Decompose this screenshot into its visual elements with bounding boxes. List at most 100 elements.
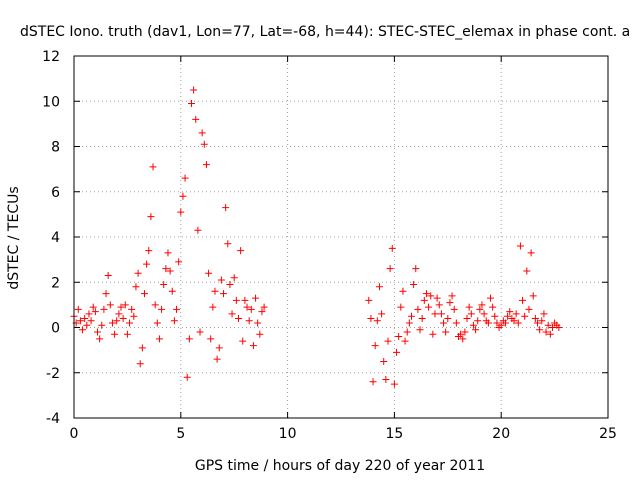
data-point <box>393 348 401 356</box>
data-point <box>380 357 388 365</box>
data-point <box>373 317 381 325</box>
y-tick-label: 2 <box>51 275 60 291</box>
data-point <box>211 287 219 295</box>
data-point <box>544 321 552 329</box>
x-tick-label: 25 <box>599 426 617 442</box>
data-point <box>527 249 535 257</box>
data-point <box>540 310 548 318</box>
data-point <box>433 294 441 302</box>
data-point <box>237 247 245 255</box>
data-point <box>93 328 101 336</box>
data-point <box>220 290 228 298</box>
data-point <box>256 330 264 338</box>
data-point <box>230 274 238 282</box>
data-point <box>138 344 146 352</box>
data-point <box>228 310 236 318</box>
y-tick-label: 4 <box>51 230 60 246</box>
data-point <box>395 333 403 341</box>
data-point <box>175 258 183 266</box>
data-point <box>155 335 163 343</box>
data-point <box>531 314 539 322</box>
data-point <box>487 294 495 302</box>
data-point <box>123 330 131 338</box>
data-point <box>534 319 542 327</box>
data-point <box>448 292 456 300</box>
data-point <box>209 303 217 311</box>
data-point <box>113 317 121 325</box>
data-point <box>243 303 251 311</box>
data-point <box>83 321 91 329</box>
data-point <box>196 328 204 336</box>
data-point <box>420 296 428 304</box>
y-tick-label: 6 <box>51 185 60 201</box>
data-point <box>425 303 433 311</box>
data-point <box>538 317 546 325</box>
data-point <box>440 319 448 327</box>
data-point <box>200 140 208 148</box>
data-point <box>399 287 407 295</box>
data-point <box>478 301 486 309</box>
data-point <box>463 314 471 322</box>
data-point <box>179 192 187 200</box>
y-tick-label: 0 <box>51 321 60 337</box>
data-point <box>140 290 148 298</box>
data-point <box>151 301 159 309</box>
data-point <box>546 330 554 338</box>
data-point <box>104 271 112 279</box>
data-point <box>542 328 550 336</box>
data-point <box>497 321 505 329</box>
data-point <box>164 249 172 257</box>
data-point <box>472 326 480 334</box>
data-point <box>491 312 499 320</box>
data-point <box>194 226 202 234</box>
data-point <box>465 303 473 311</box>
data-point <box>519 296 527 304</box>
data-point <box>504 312 512 320</box>
data-point <box>429 330 437 338</box>
x-tick-labels: 0 5 10 15 20 25 <box>70 426 617 442</box>
data-point <box>444 314 452 322</box>
grid-lines <box>74 56 608 418</box>
data-point <box>365 296 373 304</box>
data-point <box>181 174 189 182</box>
data-point <box>252 294 260 302</box>
data-point <box>369 378 377 386</box>
data-point <box>446 299 454 307</box>
data-point <box>388 244 396 252</box>
data-point <box>241 296 249 304</box>
data-point <box>418 314 426 322</box>
data-point <box>254 319 262 327</box>
data-point <box>367 314 375 322</box>
data-point <box>96 335 104 343</box>
data-point <box>147 213 155 221</box>
data-point <box>422 290 430 298</box>
data-point <box>119 314 127 322</box>
data-point <box>160 281 168 289</box>
data-point <box>536 326 544 334</box>
data-point <box>461 328 469 336</box>
data-point <box>469 321 477 329</box>
data-point <box>153 319 161 327</box>
data-point <box>100 305 108 313</box>
data-point <box>249 342 257 350</box>
data-point <box>158 305 166 313</box>
data-point <box>416 326 424 334</box>
data-point <box>226 281 234 289</box>
data-point <box>74 305 82 313</box>
y-axis-title: dSTEC / TECUs <box>6 186 22 289</box>
data-point <box>510 317 518 325</box>
data-point <box>190 86 198 94</box>
data-point <box>258 308 266 316</box>
x-tick-label: 0 <box>70 426 79 442</box>
data-point <box>484 319 492 327</box>
y-tick-label: 8 <box>51 140 60 156</box>
y-tick-label: -2 <box>46 366 60 382</box>
data-point <box>384 337 392 345</box>
data-point <box>457 330 465 338</box>
data-point <box>149 163 157 171</box>
data-point <box>405 319 413 327</box>
data-point <box>185 335 193 343</box>
data-point <box>213 355 221 363</box>
data-point <box>514 319 522 327</box>
